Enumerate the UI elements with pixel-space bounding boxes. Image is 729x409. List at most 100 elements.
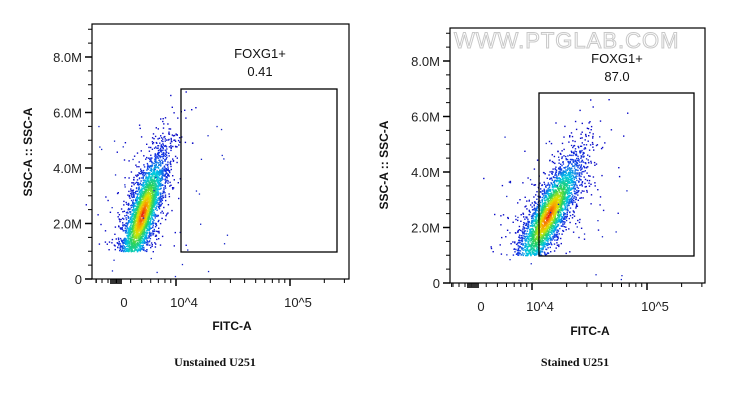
- event-dot: [152, 172, 154, 175]
- event-dot: [571, 193, 573, 196]
- event-dot: [122, 217, 124, 220]
- event-dot: [589, 175, 591, 177]
- event-dot: [547, 198, 549, 200]
- event-dot: [130, 206, 133, 209]
- event-dot: [564, 202, 566, 204]
- event-dot: [149, 244, 151, 246]
- event-dot: [153, 198, 156, 201]
- event-dot: [147, 184, 149, 186]
- event-dot: [138, 166, 140, 168]
- event-dot: [531, 221, 534, 224]
- event-dot: [164, 187, 167, 189]
- event-dot: [543, 193, 545, 195]
- event-dot: [122, 225, 124, 227]
- event-dot: [127, 249, 129, 251]
- event-dot: [528, 238, 530, 241]
- event-dot: [544, 246, 546, 248]
- event-dot: [608, 99, 610, 101]
- event-dot: [119, 248, 122, 251]
- event-dot: [115, 238, 117, 240]
- event-dot: [158, 232, 160, 234]
- event-dot: [539, 221, 541, 223]
- event-dot: [566, 169, 568, 171]
- event-dot: [547, 243, 550, 245]
- event-dot: [134, 211, 136, 213]
- event-dot: [551, 199, 554, 201]
- event-dot: [137, 224, 139, 226]
- event-dot: [151, 207, 153, 209]
- event-dot: [152, 211, 155, 213]
- event-dot: [561, 164, 563, 167]
- event-dot: [158, 219, 160, 222]
- event-dot: [135, 219, 137, 222]
- event-dot: [161, 161, 163, 164]
- event-dot: [160, 165, 162, 167]
- event-dot: [150, 181, 153, 184]
- event-dot: [154, 198, 156, 200]
- event-dot: [144, 223, 147, 225]
- event-dot: [571, 196, 574, 198]
- event-dot: [156, 198, 158, 201]
- event-dot: [555, 228, 557, 230]
- event-dot: [138, 244, 141, 246]
- event-dot: [136, 222, 138, 224]
- event-dot: [572, 199, 574, 201]
- gate-foxg1[interactable]: [180, 88, 338, 253]
- event-dot: [148, 227, 151, 229]
- event-dot: [151, 243, 153, 246]
- event-dot: [159, 202, 161, 204]
- event-dot: [531, 224, 533, 226]
- event-dot: [117, 237, 120, 239]
- event-dot: [142, 194, 145, 196]
- event-dot: [141, 188, 144, 190]
- event-dot: [563, 223, 566, 225]
- event-dot: [131, 213, 133, 215]
- event-dot: [146, 167, 149, 169]
- event-dot: [526, 233, 528, 235]
- event-dot: [154, 184, 156, 186]
- event-dot: [177, 139, 180, 142]
- event-dot: [555, 202, 558, 204]
- y-tick-label: 6.0M: [53, 106, 82, 121]
- event-dot: [152, 230, 155, 233]
- event-dot: [146, 162, 149, 165]
- event-dot: [526, 216, 528, 218]
- event-dot: [553, 234, 555, 237]
- event-dot: [144, 218, 147, 220]
- event-dot: [136, 202, 138, 205]
- event-dot: [558, 188, 560, 191]
- event-dot: [164, 117, 167, 119]
- event-dot: [131, 182, 133, 184]
- event-dot: [584, 178, 587, 181]
- event-dot: [140, 221, 143, 223]
- event-dot: [579, 152, 581, 154]
- event-dot: [187, 249, 189, 251]
- event-dot: [572, 159, 574, 161]
- event-dot: [551, 192, 553, 194]
- event-dot: [144, 232, 146, 234]
- event-dot: [523, 253, 525, 255]
- event-dot: [168, 193, 170, 195]
- event-dot: [573, 159, 575, 161]
- event-dot: [151, 196, 153, 198]
- event-dot: [542, 236, 544, 238]
- event-dot: [166, 179, 168, 181]
- event-dot: [160, 137, 163, 139]
- event-dot: [150, 176, 153, 178]
- event-dot: [124, 238, 126, 240]
- event-dot: [161, 153, 163, 156]
- event-dot: [136, 181, 138, 184]
- event-dot: [139, 205, 141, 207]
- event-dot: [141, 232, 143, 234]
- event-dot: [135, 226, 137, 228]
- event-points: [85, 91, 229, 278]
- event-dot: [143, 233, 145, 235]
- event-dot: [125, 238, 128, 240]
- event-dot: [153, 187, 156, 189]
- event-dot: [527, 225, 529, 228]
- event-dot: [149, 184, 151, 186]
- event-dot: [136, 215, 139, 217]
- event-dot: [562, 194, 564, 196]
- event-dot: [168, 195, 171, 198]
- event-dot: [113, 244, 116, 246]
